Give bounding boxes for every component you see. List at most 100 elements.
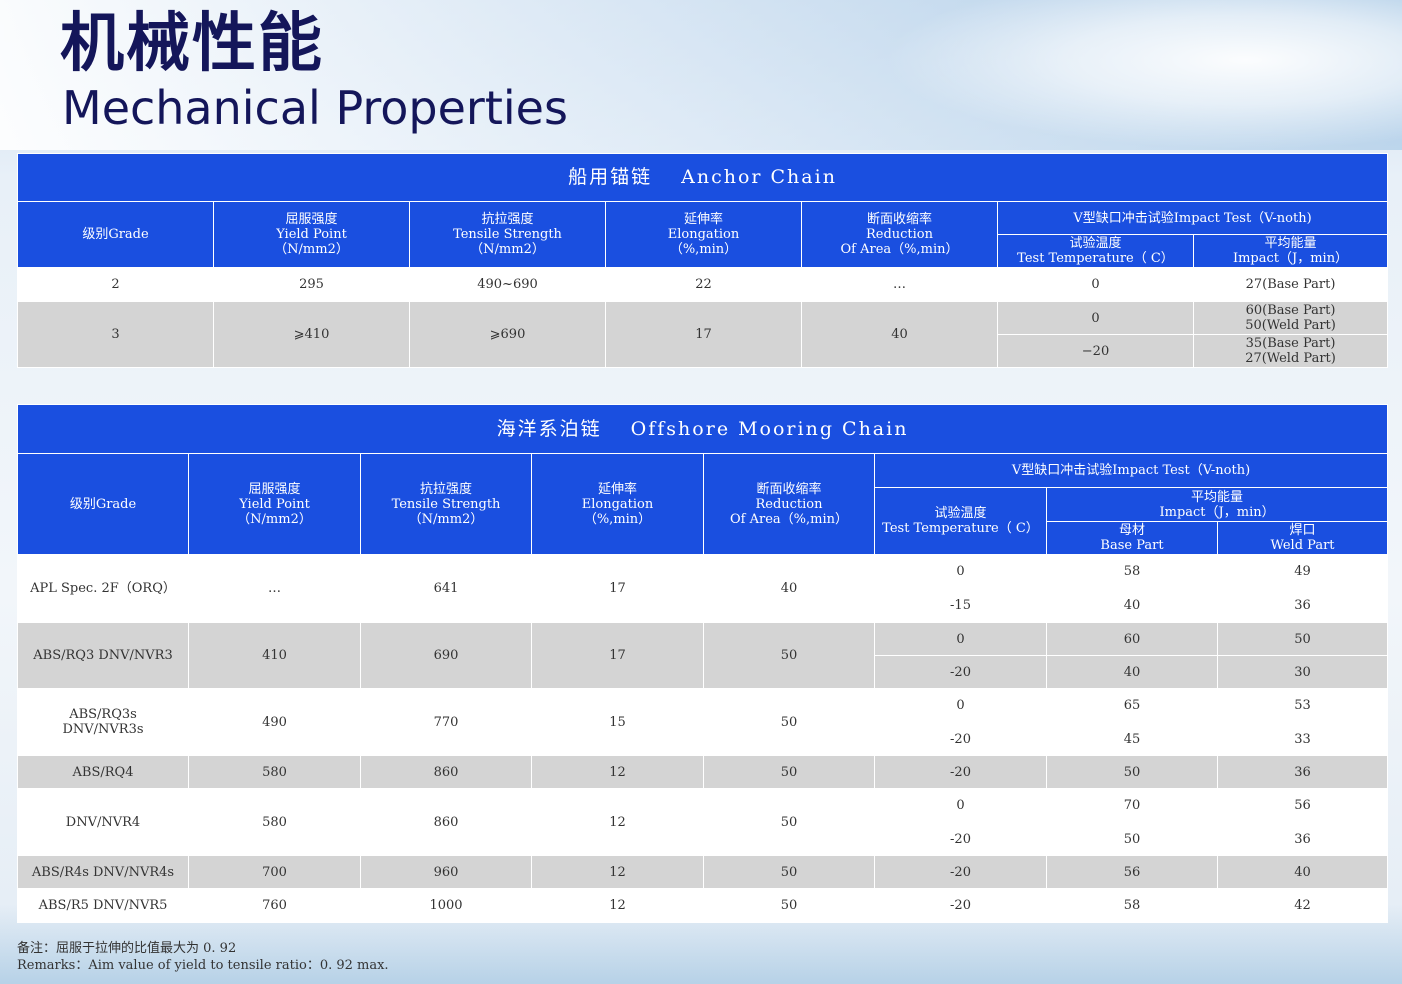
offshore-header-base-cn: 母材 (1118, 523, 1145, 538)
offshore-header-weld-en: Weld Part (1270, 538, 1335, 553)
cell-temp: -20 (874, 755, 1047, 789)
cell-reduction: 50 (703, 788, 875, 856)
offshore-header-grade: 级别Grade (17, 453, 189, 555)
anchor-header-elong-unit: （%,min） (669, 242, 738, 257)
offshore-header-weld: 焊口 Weld Part (1216, 521, 1389, 555)
offshore-header-tensile-unit: （N/mm2） (408, 511, 484, 527)
anchor-header-grade: 级别Grade (17, 201, 214, 268)
cell-temp: -20 (874, 722, 1047, 756)
cell-base: 40 (1046, 588, 1218, 623)
cell-temp: 0 (874, 788, 1047, 823)
cell-elongation: 12 (531, 755, 704, 789)
cell-tensile: 960 (360, 855, 532, 889)
offshore-header-yield-cn: 屈服强度 (248, 481, 301, 497)
cell-yield: 410 (188, 622, 361, 689)
cell-temp: -20 (874, 655, 1047, 689)
offshore-header-base-en: Base Part (1100, 538, 1164, 553)
remarks: 备注：屈服于拉伸的比值最大为 0. 92 Remarks：Aim value o… (17, 940, 389, 974)
anchor-header-reduction: 断面收缩率 Reduction Of Area（%,min） (801, 201, 998, 268)
anchor-header-tensile-unit: （N/mm2） (470, 242, 545, 257)
cell-base: 58 (1046, 888, 1218, 923)
anchor-header-temp-en: Test Temperature（ C） (1017, 251, 1174, 266)
offshore-header-impact: V型缺口冲击试验Impact Test（V-noth) (873, 453, 1389, 488)
anchor-header-elongation: 延伸率 Elongation （%,min） (605, 201, 802, 268)
cell-temp: 0 (997, 301, 1194, 335)
cell-temp: -20 (874, 822, 1047, 856)
anchor-header-elong-cn: 延伸率 (683, 212, 723, 227)
cell-grade: 2 (17, 267, 214, 302)
anchor-header-yield-cn: 屈服强度 (285, 212, 338, 227)
page-title-en: Mechanical Properties (62, 81, 568, 135)
cell-grade: ABS/R5 DNV/NVR5 (17, 888, 189, 923)
cell-weld: 40 (1216, 855, 1389, 889)
cell-elongation: 12 (531, 888, 704, 923)
table-row: −20 35(Base Part) 27(Weld Part) (18, 334, 1389, 368)
offshore-mooring-table: 海洋系泊链 Offshore Mooring Chain 级别Grade 屈服强… (16, 404, 1389, 923)
cell-base: 65 (1046, 688, 1218, 723)
cell-grade: ABS/RQ3 DNV/NVR3 (17, 622, 189, 689)
energy-base: 60(Base Part) (1245, 303, 1336, 318)
cell-elongation: 17 (531, 554, 704, 623)
cell-temp: −20 (997, 334, 1194, 368)
offshore-header-yield-en: Yield Point (239, 496, 310, 512)
anchor-header-energy: 平均能量 Impact（J，min） (1192, 234, 1389, 268)
cell-weld: 33 (1216, 722, 1389, 756)
cell-tensile: 860 (360, 788, 532, 856)
cell-base: 56 (1046, 855, 1218, 889)
cell-yield: 580 (188, 755, 361, 789)
offshore-header-elong-en: Elongation (581, 496, 654, 512)
anchor-header-energy-cn: 平均能量 (1264, 236, 1317, 251)
cell-reduction: 50 (703, 855, 875, 889)
anchor-header-reduction-cn: 断面收缩率 (866, 212, 932, 227)
cell-temp: -15 (874, 588, 1047, 623)
cell-elongation: 12 (531, 788, 704, 856)
cell-reduction: 40 (801, 301, 998, 368)
cell-elongation: 15 (531, 688, 704, 756)
table-row: APL Spec. 2F（ORQ） … 641 17 40 0 58 49 (17, 554, 1389, 623)
anchor-header-tensile: 抗拉强度 Tensile Strength （N/mm2） (409, 201, 606, 268)
anchor-header-reduction-en: Reduction (865, 227, 934, 242)
cell-reduction: 50 (703, 688, 875, 756)
cell-grade: DNV/NVR4 (17, 788, 189, 856)
cell-grade: ABS/R4s DNV/NVR4s (17, 855, 189, 889)
cell-base: 45 (1046, 722, 1218, 756)
cell-tensile: 490~690 (409, 267, 606, 302)
cell-weld: 30 (1216, 655, 1389, 689)
anchor-header-tensile-en: Tensile Strength (453, 227, 562, 242)
offshore-header-energy: 平均能量 Impact（J，min） (1045, 487, 1389, 522)
offshore-header-energy-cn: 平均能量 (1191, 489, 1244, 505)
anchor-header-reduction-unit: Of Area（%,min） (840, 242, 959, 257)
anchor-header-tensile-cn: 抗拉强度 (481, 212, 534, 227)
cell-tensile: 641 (360, 554, 532, 623)
cell-temp: -20 (874, 855, 1047, 889)
cell-yield: … (188, 554, 361, 623)
offshore-chain-title: 海洋系泊链 Offshore Mooring Chain (16, 404, 1389, 454)
cell-reduction: 50 (703, 755, 875, 789)
cell-elongation: 17 (531, 622, 704, 689)
cell-tensile: ⩾690 (409, 301, 606, 368)
offshore-header-yield-unit: （N/mm2） (237, 511, 312, 527)
anchor-header-yield-en: Yield Point (276, 227, 347, 242)
cell-base: 58 (1046, 554, 1218, 589)
cell-yield: 700 (188, 855, 361, 889)
cell-yield: 760 (188, 888, 361, 923)
cell-energy: 27(Base Part) (1192, 267, 1389, 302)
cell-base: 70 (1046, 788, 1218, 823)
cell-base: 50 (1046, 755, 1218, 789)
energy-weld: 27(Weld Part) (1245, 351, 1336, 366)
cell-grade: ABS/RQ4 (17, 755, 189, 789)
cell-weld: 36 (1216, 588, 1389, 623)
cell-base: 40 (1046, 655, 1218, 689)
cell-weld: 49 (1216, 554, 1389, 589)
table-row: 3 ⩾410 ⩾690 17 40 0 60(Base Part) 50(Wel… (17, 301, 1389, 368)
cell-temp: -20 (874, 888, 1047, 923)
cell-elongation: 22 (605, 267, 802, 302)
table-row: 2 295 490~690 22 … 0 27(Base Part) (17, 267, 1389, 302)
cell-temp: 0 (997, 267, 1194, 302)
anchor-header-elong-en: Elongation (667, 227, 740, 242)
energy-base: 35(Base Part) (1245, 336, 1336, 351)
table-row: ABS/RQ3 DNV/NVR3 410 690 17 50 0 60 50 (17, 622, 1389, 689)
offshore-header-energy-en: Impact（J，min） (1159, 504, 1275, 520)
offshore-header-reduction-unit: Of Area（%,min） (730, 511, 848, 527)
anchor-header-yield: 屈服强度 Yield Point （N/mm2） (213, 201, 410, 268)
